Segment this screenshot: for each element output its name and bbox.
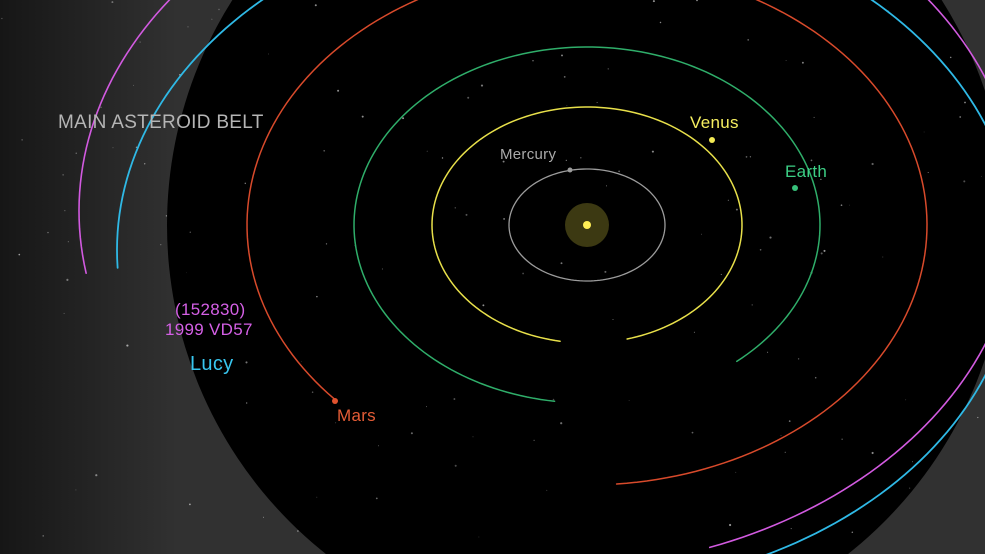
earth-marker	[792, 185, 798, 191]
mercury-marker	[568, 168, 573, 173]
mars-marker	[332, 398, 338, 404]
orbit-diagram	[0, 0, 985, 554]
venus-marker	[709, 137, 715, 143]
vignette	[0, 0, 985, 554]
sun	[583, 221, 591, 229]
